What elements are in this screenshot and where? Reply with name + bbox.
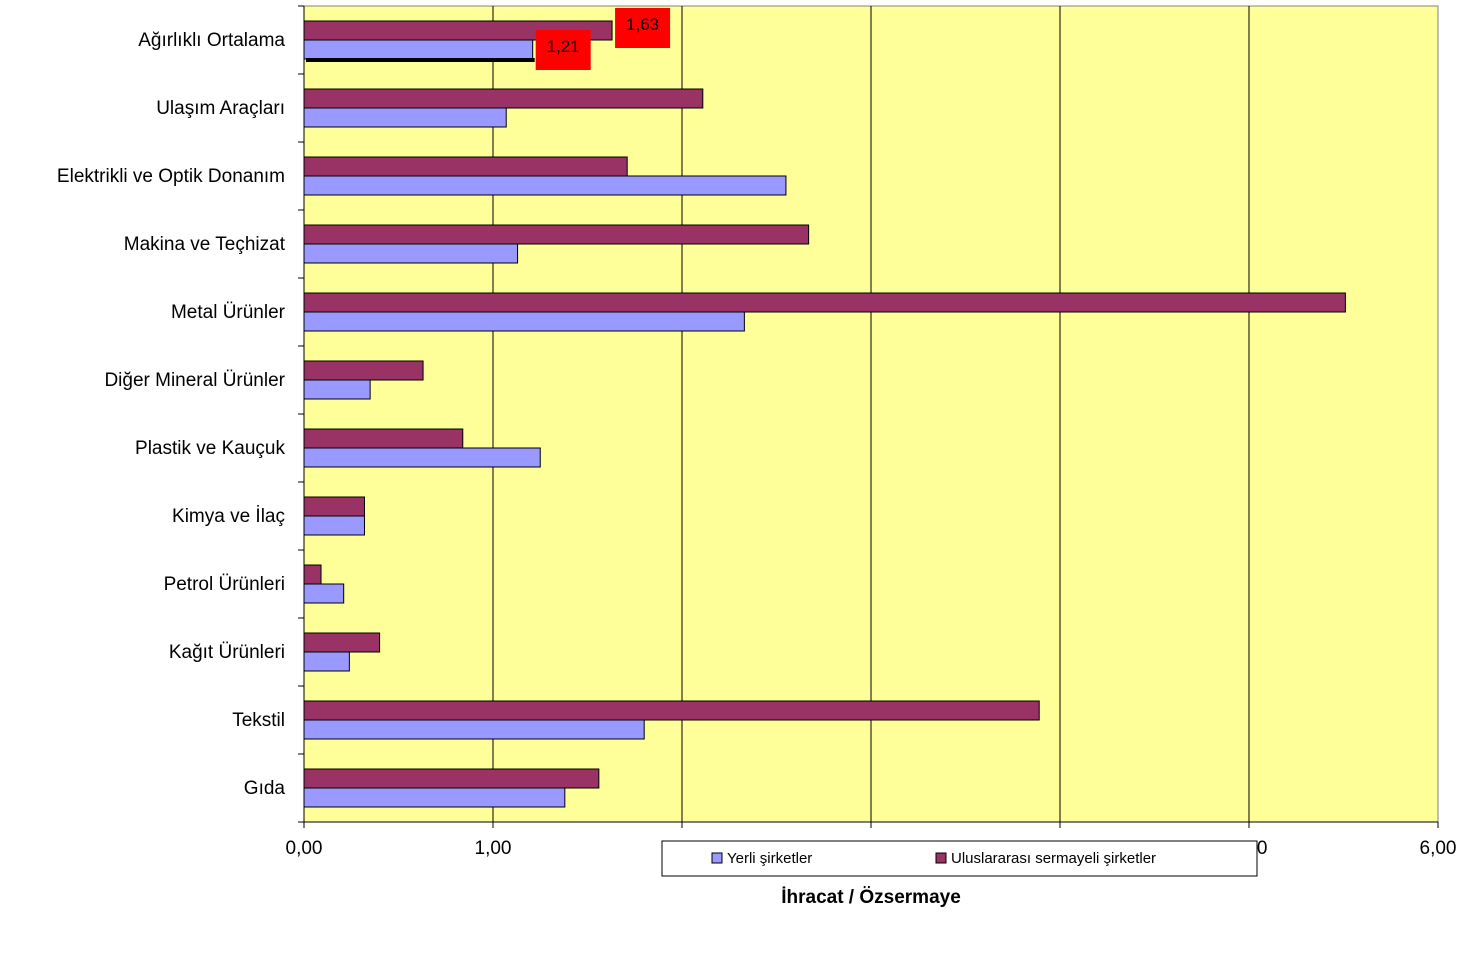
category-label: Kimya ve İlaç (172, 506, 285, 527)
data-label-box (615, 8, 671, 48)
bar-uluslararasi (303, 292, 1346, 313)
bar-uluslararasi (303, 496, 365, 517)
category-label: Ağırlıklı Ortalama (138, 30, 285, 51)
legend-swatch (935, 852, 947, 864)
bar-uluslararasi (303, 156, 628, 177)
category-label: Tekstil (232, 710, 285, 731)
data-label-box (535, 30, 591, 70)
x-tick-label: 6,00 (1420, 838, 1457, 859)
category-label: Plastik ve Kauçuk (135, 438, 285, 459)
category-label: Makina ve Teçhizat (124, 234, 286, 255)
category-label: Gıda (244, 778, 286, 799)
bars (303, 20, 1346, 808)
bar-uluslararasi (303, 224, 810, 245)
highlight-underline (306, 58, 535, 62)
legend-swatch (711, 852, 723, 864)
bar-yerli (303, 39, 534, 60)
bar-yerli (303, 651, 350, 672)
bar-yerli (303, 175, 787, 196)
legend-label: Uluslararası sermayeli şirketler (951, 850, 1156, 867)
bar-yerli (303, 515, 365, 536)
bar-yerli (303, 787, 566, 808)
bar-uluslararasi (303, 768, 600, 789)
x-tick-label: 1,00 (475, 838, 512, 859)
bar-yerli (303, 379, 371, 400)
category-label: Ulaşım Araçları (156, 98, 285, 119)
bar-uluslararasi (303, 632, 381, 653)
bar-yerli (303, 243, 519, 264)
x-axis-title: İhracat / Özsermaye (781, 887, 961, 908)
axes (298, 5, 1439, 828)
bar-uluslararasi (303, 700, 1040, 721)
bar-uluslararasi (303, 360, 424, 381)
data-labels: 1,63 1,21 (535, 8, 671, 70)
x-tick-label: 0,00 (286, 838, 323, 859)
bar-yerli (303, 311, 745, 332)
bar-yerli (303, 719, 645, 740)
bar-uluslararasi (303, 564, 322, 585)
data-label: 1,63 (626, 15, 659, 34)
category-labels: Ağırlıklı Ortalama Ulaşım Araçları Elektri… (57, 30, 286, 799)
bar-yerli (303, 583, 345, 604)
category-label: Kağıt Ürünleri (169, 642, 285, 663)
gridlines (492, 6, 1250, 822)
bar-uluslararasi (303, 428, 464, 449)
category-label: Metal Ürünler (171, 302, 286, 323)
legend-box (661, 840, 1258, 877)
legend: Yerli şirketler Uluslararası sermayeli şi… (661, 840, 1258, 877)
category-label: Diğer Mineral Ürünler (104, 370, 285, 391)
bar-yerli (303, 107, 507, 128)
bar-yerli (303, 447, 541, 468)
bar-uluslararasi (303, 88, 704, 109)
legend-label: Yerli şirketler (727, 850, 812, 867)
category-label: Elektrikli ve Optik Donanım (57, 166, 285, 187)
category-label: Petrol Ürünleri (164, 574, 285, 595)
data-label: 1,21 (547, 37, 580, 56)
